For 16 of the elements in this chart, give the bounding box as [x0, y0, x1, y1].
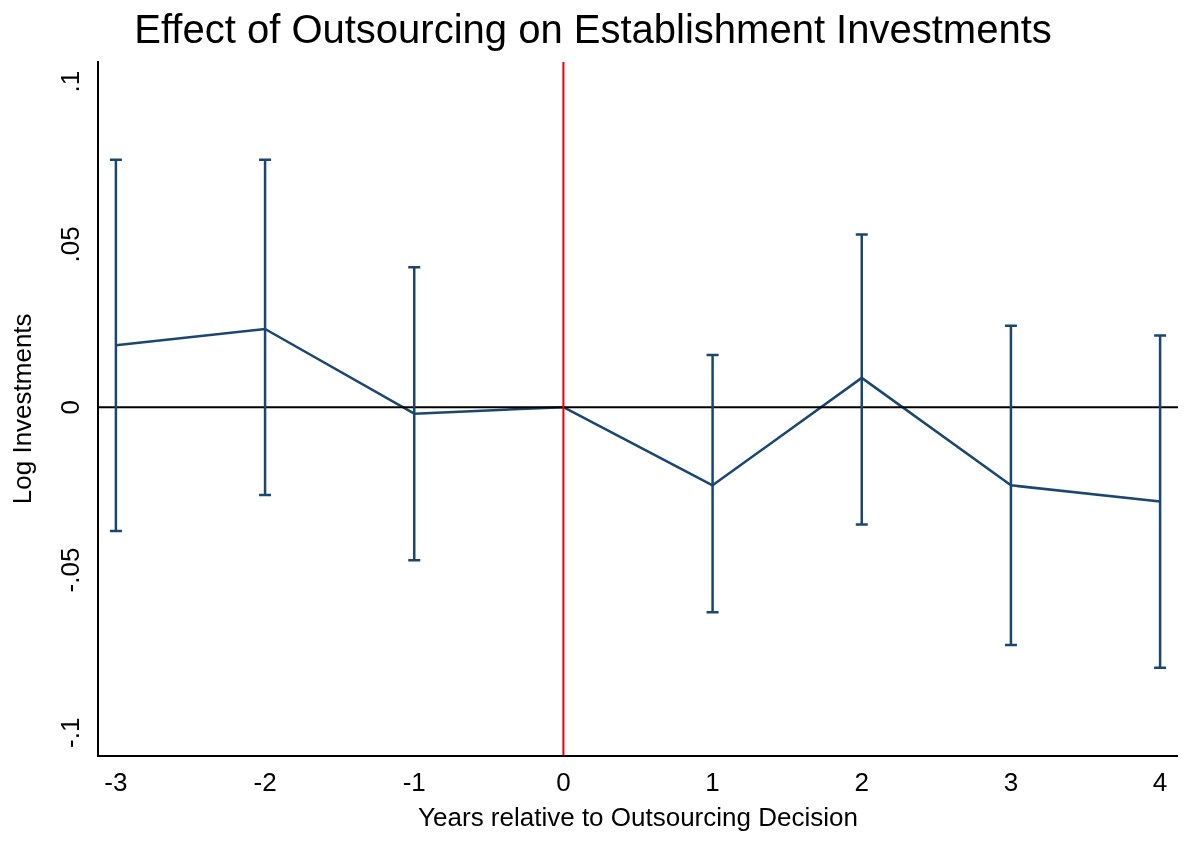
- x-tick-label: 3: [1003, 767, 1019, 798]
- y-tick-label: -.1: [55, 717, 86, 748]
- y-axis-title: Log Investments: [6, 313, 37, 505]
- x-tick-label: 0: [556, 767, 571, 798]
- y-tick-label: .05: [55, 226, 86, 263]
- x-tick-label: -2: [253, 767, 277, 798]
- y-tick-label: -.05: [55, 547, 86, 593]
- x-axis-title: Years relative to Outsourcing Decision: [418, 801, 858, 832]
- x-tick-label: 2: [854, 767, 869, 798]
- x-tick-label: -3: [104, 767, 128, 798]
- x-tick-label: 1: [705, 767, 720, 798]
- chart-title: Effect of Outsourcing on Establishment Investments: [134, 7, 1052, 52]
- y-tick-label: 0: [55, 399, 86, 415]
- y-tick-label: .1: [55, 70, 86, 93]
- x-tick-label: 4: [1152, 767, 1168, 798]
- x-tick-label: -1: [402, 767, 426, 798]
